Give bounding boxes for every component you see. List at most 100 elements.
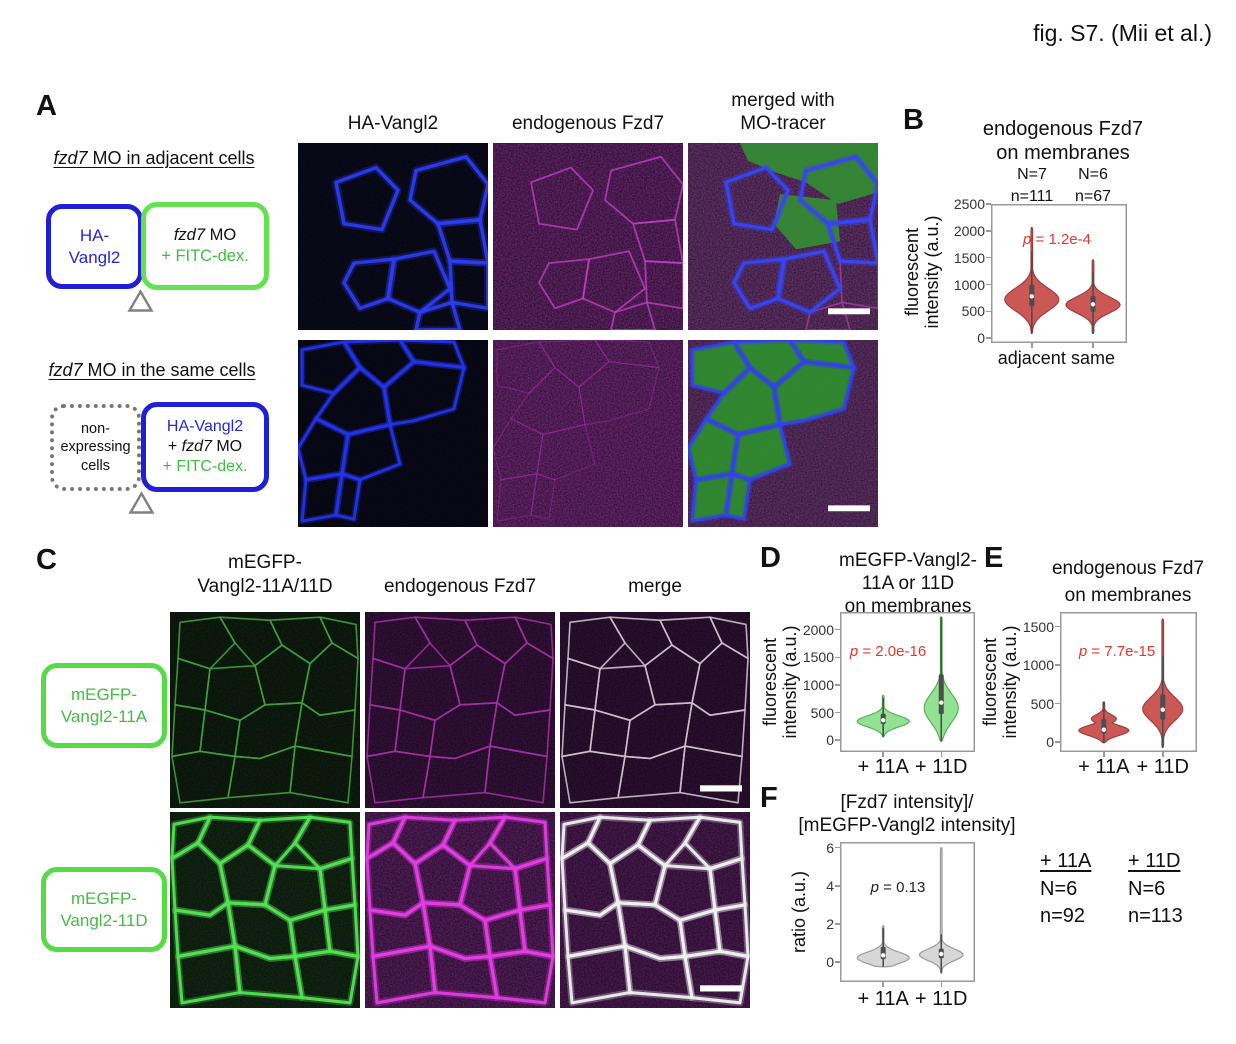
panel-d-ytick-mark <box>835 739 840 741</box>
panel-b-category-label: same <box>1070 348 1115 368</box>
panel-f-ytick-mark <box>835 885 840 887</box>
megfp-vangl2-11a-box: mEGFP- Vangl2-11A <box>41 663 167 748</box>
col-header-merged-line2: MO-tracer <box>740 113 826 134</box>
scale-bar <box>700 785 742 792</box>
scale-bar <box>828 308 870 315</box>
panel-a-label: A <box>36 90 57 122</box>
panel-f-xtick-mark <box>882 982 884 987</box>
panel-f-xtick-mark <box>940 982 942 987</box>
figure-caption: fig. S7. (Mii et al.) <box>1033 20 1212 46</box>
panel-b-xtick-mark <box>1092 343 1094 348</box>
stats-11a-head: + 11A <box>1040 850 1092 872</box>
panel-d-xtick-mark <box>940 752 942 757</box>
fzd7-mo-box: fzd7 MO + FITC-dex. <box>141 202 269 290</box>
panel-f-ytick-mark <box>835 961 840 963</box>
panel-d-category-label: + 11A <box>857 756 909 778</box>
panel-d-label: D <box>760 542 781 574</box>
panel-d-ytick-label: 1500 <box>802 649 834 666</box>
panel-e-ytick-label: 0 <box>1046 734 1054 750</box>
panel-d-ytick-mark <box>835 711 840 714</box>
schematic-adjacent-heading: fzd7 MO in adjacent cells <box>53 148 255 168</box>
col-header-merged-line1: merged with <box>731 90 835 111</box>
stats-11a-block: + 11A N=6 n=92 <box>1040 850 1091 929</box>
panel-f-title-line1: [Fzd7 intensity]/ <box>840 792 974 813</box>
panel-b-group1-n: n=111 <box>1010 188 1054 205</box>
panel-b-xtick-mark <box>1031 343 1033 348</box>
panel-d-ylabel: fluorescent intensity (a.u.) <box>759 625 800 739</box>
col-header-endogenous-fzd7-c: endogenous Fzd7 <box>383 576 537 597</box>
c-11d-merge-image <box>560 812 750 1008</box>
panel-f-category-label: + 11A <box>857 988 909 1010</box>
c-11d-megfp-image <box>170 812 360 1008</box>
panel-e-ytick-label: 1000 <box>1022 657 1054 674</box>
panel-b-title-line1: endogenous Fzd7 <box>982 118 1144 140</box>
panel-e-ytick-label: 1500 <box>1022 618 1054 635</box>
panel-f-ytick-mark <box>835 923 840 925</box>
col-header-megfp-line2: Vangl2-11A/11D <box>197 576 333 597</box>
panel-d-ytick-mark <box>835 628 840 631</box>
non-expressing-cells-box: non- expressing cells <box>50 404 141 491</box>
panel-e-ytick-mark <box>1055 625 1060 628</box>
panel-e-xtick-mark <box>1162 752 1164 757</box>
injection-triangle-icon <box>128 491 155 514</box>
stats-11d-head: + 11D <box>1128 850 1181 872</box>
scale-bar <box>828 505 870 512</box>
panel-e-violin-plot <box>1060 612 1197 752</box>
panel-f-ytick-label: 0 <box>826 954 834 970</box>
panel-b-ylabel: fluorescent intensity (a.u.) <box>901 215 942 329</box>
c-11d-endogenous-fzd7-image <box>365 812 555 1008</box>
panel-b-ytick-label: 1500 <box>953 249 985 266</box>
panel-b-ytick-label: 2000 <box>953 222 985 239</box>
panel-d-violin-plot <box>840 612 975 752</box>
panel-b-group2-n: n=67 <box>1074 188 1112 205</box>
panel-b-category-label: adjacent <box>997 348 1066 368</box>
panel-b-group2-N: N=6 <box>1078 166 1108 183</box>
panel-d-ytick-label: 2000 <box>802 621 834 638</box>
panel-d-title-line3: on membranes <box>844 596 972 617</box>
panel-f-violin-plot <box>840 842 975 982</box>
panel-d-category-label: + 11D <box>915 756 968 778</box>
panel-b-title-line2: on membranes <box>996 142 1130 164</box>
a-row1-merged-image <box>688 143 878 330</box>
panel-f-category-label: + 11D <box>915 988 968 1010</box>
stats-11d-block: + 11D N=6 n=113 <box>1128 850 1183 929</box>
panel-d-xtick-mark <box>882 752 884 757</box>
panel-d-ytick-label: 1000 <box>802 676 834 693</box>
panel-e-label: E <box>984 542 1004 574</box>
panel-c-label: C <box>36 544 57 576</box>
col-header-endogenous-fzd7: endogenous Fzd7 <box>511 113 665 134</box>
panel-e-ytick-mark <box>1055 702 1060 705</box>
panel-e-ytick-mark <box>1055 741 1060 743</box>
schematic-same-heading: fzd7 MO in the same cells <box>48 360 256 380</box>
a-row2-ha-vangl2-image <box>298 340 488 527</box>
panel-e-category-label: + 11A <box>1078 756 1130 778</box>
panel-b-group1-N: N=7 <box>1017 166 1047 183</box>
a-row2-endogenous-fzd7-image <box>493 340 683 527</box>
c-11a-endogenous-fzd7-image <box>365 612 555 808</box>
panel-d-ytick-mark <box>835 656 840 659</box>
panel-e-xtick-mark <box>1103 752 1105 757</box>
a-row2-merged-image <box>688 340 878 527</box>
panel-d-ytick-label: 500 <box>810 704 834 721</box>
panel-b-label: B <box>903 104 924 136</box>
panel-b-ytick-label: 2500 <box>953 196 985 212</box>
panel-b-p-value: p = 1.2e-4 <box>1023 231 1091 248</box>
injection-triangle-icon <box>127 289 154 312</box>
col-header-merge: merge <box>628 576 682 597</box>
panel-b-ytick-mark <box>986 337 991 339</box>
stats-11d-N: N=6 <box>1128 877 1166 900</box>
stats-11a-n: n=92 <box>1040 905 1086 928</box>
panel-b-ytick-mark <box>986 230 991 232</box>
panel-f-ytick-mark <box>835 846 840 849</box>
panel-f-label: F <box>760 782 778 814</box>
col-header-megfp-line1: mEGFP- <box>228 552 302 573</box>
panel-e-category-label: + 11D <box>1136 756 1189 778</box>
panel-f-ytick-label: 4 <box>826 877 834 894</box>
ha-vangl2-fzd7mo-box: HA-Vangl2 + fzd7 MO + FITC-dex. <box>141 402 269 492</box>
ha-vangl2-box: HA- Vangl2 <box>46 204 143 289</box>
stats-11a-N: N=6 <box>1040 877 1078 900</box>
a-row1-ha-vangl2-image <box>298 143 488 330</box>
panel-d-title-line2: 11A or 11D <box>861 573 955 594</box>
panel-e-ylabel: fluorescent intensity (a.u.) <box>979 625 1020 739</box>
